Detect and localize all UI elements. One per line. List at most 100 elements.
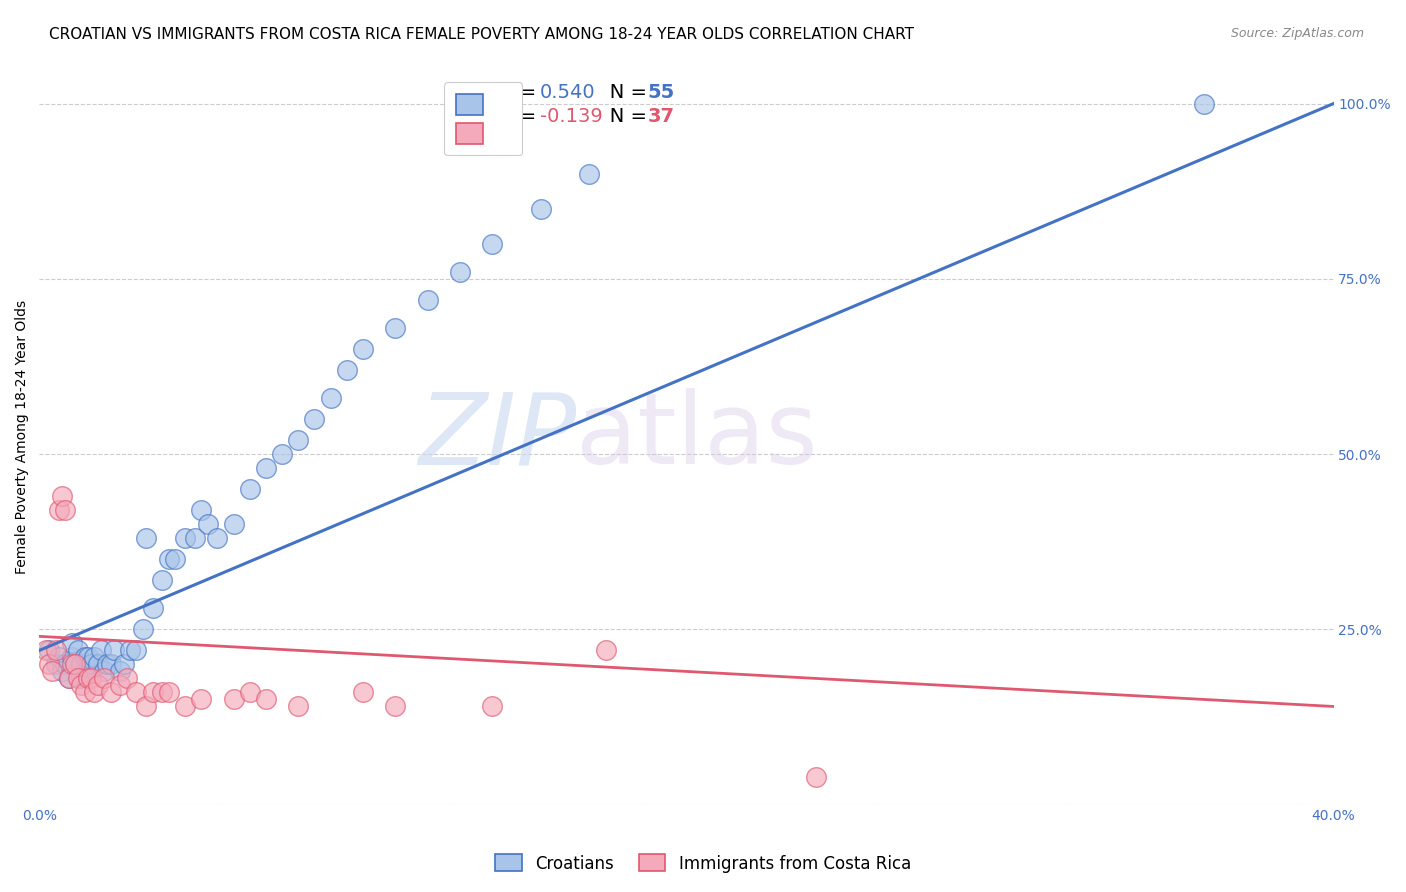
Text: atlas: atlas: [576, 388, 818, 485]
Text: ZIP: ZIP: [418, 388, 576, 485]
Point: [135, 531, 157, 545]
Point: [352, 685, 374, 699]
Point: [384, 699, 406, 714]
Point: [222, 517, 245, 532]
Text: -0.139: -0.139: [540, 106, 603, 126]
Point: [63, 657, 86, 672]
Point: [304, 412, 326, 426]
Text: 55: 55: [648, 83, 675, 102]
Text: N =: N =: [591, 106, 652, 126]
Point: [157, 685, 180, 699]
Point: [142, 601, 165, 615]
Point: [174, 531, 197, 545]
Point: [239, 482, 262, 496]
Text: 37: 37: [648, 106, 675, 126]
Point: [77, 665, 100, 679]
Point: [190, 692, 212, 706]
Point: [35, 643, 58, 657]
Point: [578, 167, 600, 181]
Point: [384, 321, 406, 335]
Legend:   ,   : ,: [444, 82, 523, 155]
Point: [70, 657, 93, 672]
Point: [67, 643, 90, 657]
Point: [45, 657, 67, 672]
Point: [319, 391, 342, 405]
Point: [183, 531, 205, 545]
Point: [287, 433, 309, 447]
Point: [60, 650, 83, 665]
Point: [481, 236, 503, 251]
Point: [60, 657, 83, 672]
Point: [93, 665, 115, 679]
Text: R =: R =: [501, 83, 543, 102]
Text: Source: ZipAtlas.com: Source: ZipAtlas.com: [1230, 27, 1364, 40]
Point: [174, 699, 197, 714]
Point: [77, 650, 100, 665]
Point: [53, 657, 76, 672]
Point: [530, 202, 553, 216]
Point: [83, 685, 105, 699]
Point: [222, 692, 245, 706]
Point: [150, 685, 173, 699]
Point: [63, 657, 86, 672]
Point: [449, 265, 471, 279]
Point: [118, 643, 141, 657]
Point: [254, 692, 277, 706]
Text: 0.540: 0.540: [540, 83, 596, 102]
Text: N =: N =: [591, 83, 652, 102]
Point: [53, 503, 76, 517]
Point: [51, 665, 73, 679]
Point: [73, 650, 96, 665]
Point: [416, 293, 439, 307]
Point: [100, 685, 122, 699]
Point: [165, 552, 187, 566]
Point: [38, 657, 60, 672]
Point: [150, 574, 173, 588]
Point: [254, 461, 277, 475]
Point: [239, 685, 262, 699]
Point: [125, 643, 148, 657]
Point: [207, 531, 229, 545]
Point: [67, 672, 90, 686]
Point: [142, 685, 165, 699]
Point: [115, 672, 138, 686]
Point: [77, 672, 100, 686]
Point: [103, 643, 125, 657]
Point: [48, 503, 70, 517]
Point: [352, 342, 374, 356]
Point: [96, 657, 118, 672]
Point: [90, 643, 112, 657]
Point: [86, 657, 108, 672]
Point: [70, 678, 93, 692]
Point: [58, 672, 80, 686]
Point: [41, 665, 63, 679]
Point: [73, 685, 96, 699]
Point: [58, 672, 80, 686]
Point: [70, 672, 93, 686]
Point: [83, 650, 105, 665]
Y-axis label: Female Poverty Among 18-24 Year Olds: Female Poverty Among 18-24 Year Olds: [15, 300, 30, 574]
Point: [51, 489, 73, 503]
Legend: Croatians, Immigrants from Costa Rica: Croatians, Immigrants from Costa Rica: [488, 847, 918, 880]
Text: CROATIAN VS IMMIGRANTS FROM COSTA RICA FEMALE POVERTY AMONG 18-24 YEAR OLDS CORR: CROATIAN VS IMMIGRANTS FROM COSTA RICA F…: [49, 27, 914, 42]
Point: [110, 665, 132, 679]
Point: [197, 517, 219, 532]
Point: [60, 636, 83, 650]
Point: [271, 447, 294, 461]
Point: [804, 770, 827, 784]
Point: [86, 678, 108, 692]
Point: [1192, 96, 1215, 111]
Point: [112, 657, 135, 672]
Point: [481, 699, 503, 714]
Point: [80, 657, 103, 672]
Point: [190, 503, 212, 517]
Point: [45, 643, 67, 657]
Point: [93, 672, 115, 686]
Point: [132, 623, 155, 637]
Point: [125, 685, 148, 699]
Text: R =: R =: [501, 106, 543, 126]
Point: [48, 650, 70, 665]
Point: [336, 363, 359, 377]
Point: [595, 643, 617, 657]
Point: [100, 657, 122, 672]
